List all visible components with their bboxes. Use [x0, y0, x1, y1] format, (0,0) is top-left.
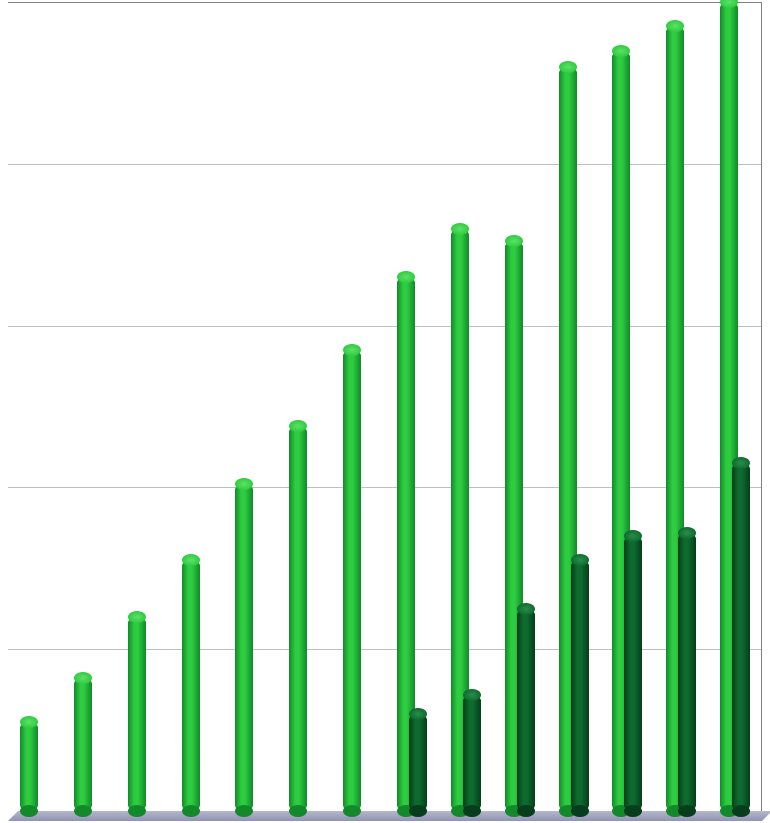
bar-chart [0, 0, 770, 823]
chart-floor [8, 811, 762, 821]
bar-series-b [409, 714, 427, 811]
bar-series-a [20, 722, 38, 811]
bar-series-b [678, 533, 696, 811]
bar-series-b [517, 609, 535, 811]
plot-right-border [761, 2, 762, 811]
gridline [8, 326, 762, 327]
plot-area [0, 0, 770, 823]
bar-series-b [732, 463, 750, 811]
bar-series-a [74, 678, 92, 811]
bar-series-a [235, 484, 253, 811]
bar-series-a [289, 426, 307, 811]
gridline [8, 487, 762, 488]
bar-series-a [343, 350, 361, 811]
gridline [8, 649, 762, 650]
bar-series-a [128, 617, 146, 811]
bar-series-a [182, 560, 200, 811]
bar-series-b [624, 536, 642, 811]
gridline [8, 164, 762, 165]
gridline [8, 2, 762, 3]
bar-series-b [571, 560, 589, 811]
bar-series-b [463, 695, 481, 811]
